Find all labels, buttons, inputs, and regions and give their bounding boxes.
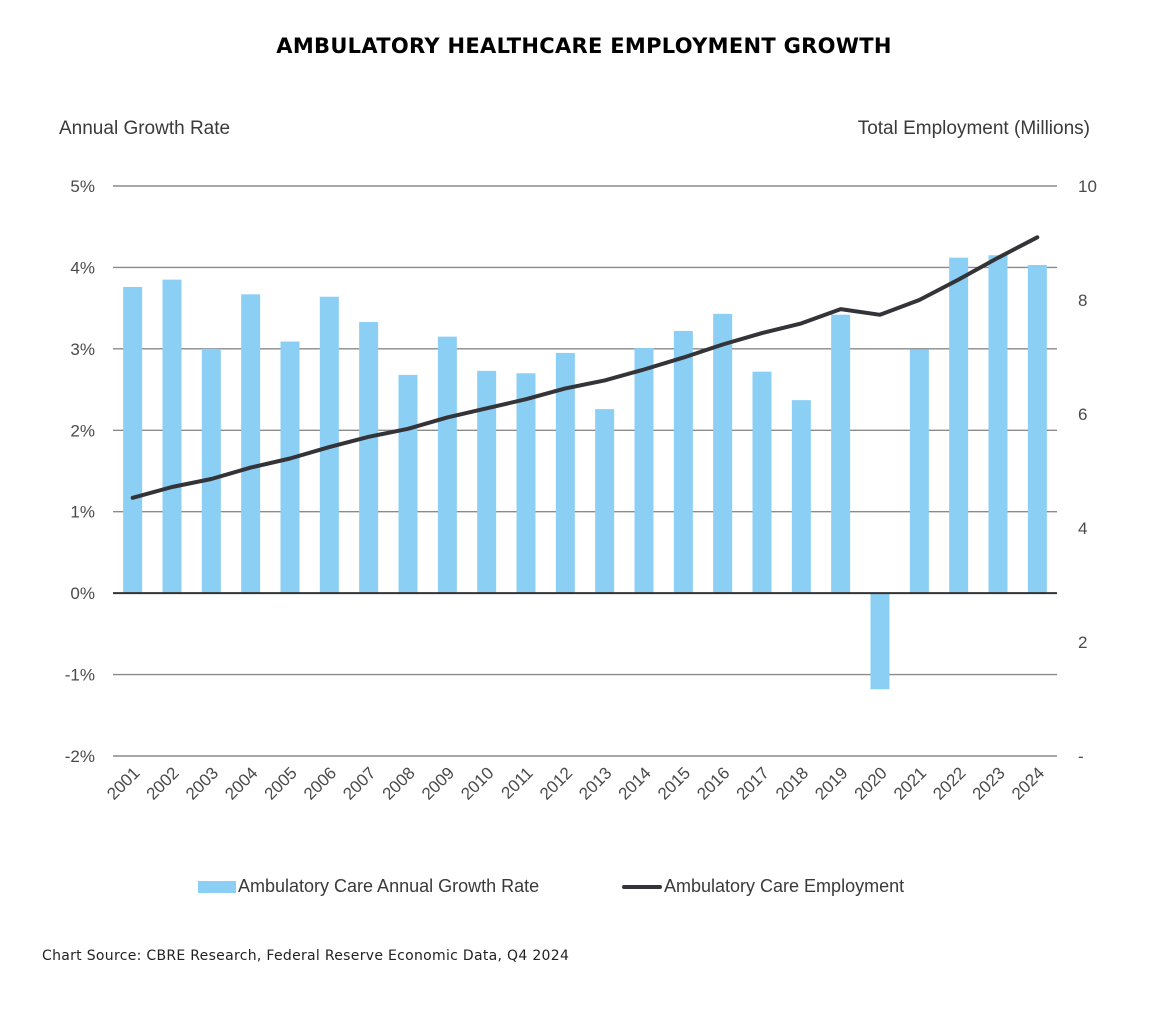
x-tick-label: 2002 <box>143 763 183 803</box>
legend-item-employment: Ambulatory Care Employment <box>622 876 904 897</box>
bar-2021 <box>909 349 929 594</box>
right-tick-label: - <box>1078 747 1084 766</box>
x-tick-label: 2021 <box>890 763 930 803</box>
x-tick-label: 2014 <box>615 763 655 803</box>
bar-2013 <box>595 409 615 594</box>
chart-source: Chart Source: CBRE Research, Federal Res… <box>42 948 570 964</box>
x-tick-label: 2010 <box>457 763 497 803</box>
x-tick-label: 2019 <box>811 763 851 803</box>
x-axis-ticks: 2001 2002 2003 2004 2005 2006 2007 2008 2009 2010… <box>103 763 1048 803</box>
bar-2017 <box>752 371 772 594</box>
bar-2002 <box>162 279 182 594</box>
x-tick-label: 2006 <box>300 763 340 803</box>
x-tick-label: 2005 <box>261 763 301 803</box>
employment-line-group <box>130 235 1040 500</box>
x-tick-label: 2004 <box>221 763 261 803</box>
x-tick-label: 2024 <box>1008 763 1048 803</box>
chart-title: AMBULATORY HEALTHCARE EMPLOYMENT GROWTH <box>276 34 892 58</box>
bar-2024 <box>1027 264 1047 594</box>
legend-item-growth-rate: Ambulatory Care Annual Growth Rate <box>198 876 539 897</box>
bar-2019 <box>831 314 851 594</box>
left-tick-label: 5% <box>70 177 95 196</box>
bar-2007 <box>359 321 379 594</box>
right-axis-title: Total Employment (Millions) <box>857 118 1090 139</box>
bar-2010 <box>477 370 497 594</box>
right-tick-label: 8 <box>1078 291 1087 310</box>
bar-2001 <box>123 286 143 594</box>
left-tick-label: 4% <box>70 258 95 277</box>
x-tick-label: 2016 <box>693 763 733 803</box>
left-tick-label: -2% <box>65 747 95 766</box>
x-tick-label: 2022 <box>929 763 969 803</box>
legend-bar-swatch <box>198 881 236 894</box>
right-axis-ticks: 10 8 6 4 2 - <box>1078 177 1097 766</box>
bar-2011 <box>516 373 536 594</box>
x-tick-label: 2013 <box>575 763 615 803</box>
left-tick-label: 3% <box>70 340 95 359</box>
right-tick-label: 2 <box>1078 633 1087 652</box>
bar-2005 <box>280 341 300 594</box>
bar-2018 <box>791 400 811 594</box>
x-tick-label: 2008 <box>379 763 419 803</box>
legend-line-swatch <box>622 885 662 890</box>
bar-2006 <box>319 296 339 594</box>
left-axis-title: Annual Growth Rate <box>59 118 231 139</box>
right-tick-label: 6 <box>1078 405 1087 424</box>
right-tick-label: 4 <box>1078 519 1087 538</box>
left-tick-label: -1% <box>65 666 95 685</box>
bar-2015 <box>673 330 693 594</box>
bar-2008 <box>398 374 418 594</box>
bar-2020 <box>870 593 890 690</box>
x-tick-label: 2017 <box>733 763 773 803</box>
bars <box>123 255 1047 690</box>
x-tick-label: 2003 <box>182 763 222 803</box>
bar-2012 <box>555 352 575 594</box>
x-tick-label: 2007 <box>339 763 379 803</box>
x-tick-label: 2020 <box>851 763 891 803</box>
legend-label-employment: Ambulatory Care Employment <box>664 876 905 896</box>
bar-2016 <box>713 313 733 594</box>
left-axis-ticks: 5% 4% 3% 2% 1% 0% -1% -2% <box>65 177 95 766</box>
left-tick-label: 1% <box>70 503 95 522</box>
x-tick-label: 2015 <box>654 763 694 803</box>
bar-2003 <box>201 348 221 594</box>
bar-2022 <box>949 257 969 594</box>
bar-2014 <box>634 348 654 594</box>
gridlines <box>113 185 1057 757</box>
right-tick-label: 10 <box>1078 177 1097 196</box>
bar-2004 <box>241 294 261 594</box>
x-tick-label: 2009 <box>418 763 458 803</box>
left-tick-label: 2% <box>70 421 95 440</box>
left-tick-label: 0% <box>70 584 95 603</box>
bar-2023 <box>988 255 1008 594</box>
x-tick-label: 2001 <box>103 763 143 803</box>
x-tick-label: 2018 <box>772 763 812 803</box>
x-tick-label: 2012 <box>536 763 576 803</box>
employment-line <box>130 235 1040 500</box>
legend-label-growth-rate: Ambulatory Care Annual Growth Rate <box>238 876 540 896</box>
x-tick-label: 2011 <box>498 763 537 802</box>
x-tick-label: 2023 <box>969 763 1009 803</box>
bar-2009 <box>437 336 457 594</box>
